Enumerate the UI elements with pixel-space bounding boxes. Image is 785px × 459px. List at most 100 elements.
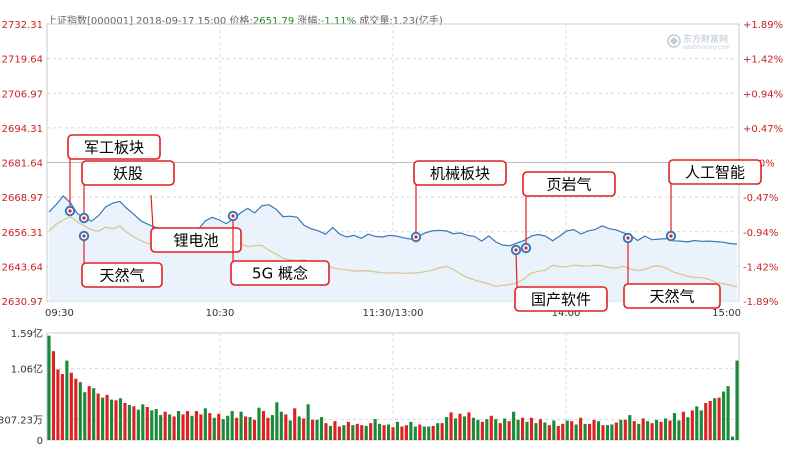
annotation-marker-dot [669, 234, 673, 238]
volume-bar [386, 424, 391, 440]
volume-bar [690, 410, 694, 440]
x-tick-label: 11:30/13:00 [362, 308, 423, 319]
volume-bar [614, 422, 618, 440]
volume-bar [163, 411, 167, 440]
volume-bar [431, 425, 435, 440]
volume-bar [83, 392, 87, 440]
volume-bar [364, 425, 368, 440]
volume-bar [74, 378, 78, 440]
x-tick-label: 09:30 [45, 308, 74, 319]
annotation-callout: 人工智能 [665, 159, 762, 242]
volume-bar [311, 419, 315, 440]
volume-bar [628, 415, 632, 440]
volume-bar [369, 423, 373, 440]
volume-bar [471, 417, 475, 440]
volume-bar [176, 411, 181, 440]
volume-bar [109, 399, 114, 440]
volume-bar [136, 409, 140, 440]
volume-bar [520, 417, 525, 440]
volume-bar [507, 421, 511, 440]
annotation-label: 人工智能 [685, 164, 745, 182]
volume-bar [159, 415, 163, 440]
volume-bar [391, 427, 395, 440]
volume-bar [561, 423, 565, 440]
header-volume-label: 成交量: [359, 14, 392, 27]
annotation-box [413, 160, 507, 186]
annotation-marker-dot [231, 214, 235, 218]
volume-bar [284, 414, 288, 440]
volume-bar [476, 419, 480, 440]
volume-bar [699, 410, 703, 440]
volume-bar [56, 369, 60, 440]
volume-bar [230, 411, 234, 440]
volume-tick-label: 1.59亿 [11, 327, 43, 340]
volume-bar [270, 415, 274, 440]
annotation-callout: 机械板块 [410, 160, 507, 243]
volume-bar [360, 425, 364, 440]
volume-bar [619, 419, 623, 440]
volume-bar [172, 416, 176, 440]
y-tick-label: 2668.97 [2, 193, 43, 204]
annotation-callout: 国产软件 [510, 244, 608, 312]
annotation-marker-dot [626, 236, 630, 240]
volume-bar [458, 413, 462, 440]
annotation-callout: 天然气 [622, 232, 721, 309]
volume-bar [221, 419, 225, 440]
x-tick-label: 15:00 [712, 308, 741, 319]
volume-bar [190, 415, 194, 440]
volume-bar [293, 408, 297, 440]
volume-bar [494, 419, 498, 440]
annotation-marker-dot [82, 234, 86, 238]
volume-bar [297, 416, 301, 440]
volume-bar [373, 419, 377, 440]
watermark-name: 东方财富网 [683, 33, 728, 45]
volume-bar [150, 410, 154, 440]
volume-bar [324, 423, 328, 440]
y-axis-left: 2732.31 2719.64 2706.97 2694.31 2681.64 2668.… [2, 20, 43, 308]
annotation-label: 天然气 [649, 288, 694, 306]
header-change-label: 涨幅: [297, 14, 320, 27]
volume-bar [342, 425, 346, 440]
annotation-connector [515, 249, 518, 288]
volume-bar [101, 397, 105, 440]
volume-bar [498, 423, 502, 440]
volume-bar [351, 425, 355, 440]
annotation-box [514, 286, 608, 312]
volume-bar [413, 426, 417, 440]
volume-bar [248, 417, 252, 440]
volume-bar [203, 408, 207, 440]
volume-bar [641, 418, 645, 440]
volume-bar [592, 419, 596, 440]
volume-bar [239, 411, 243, 440]
volume-bar [449, 412, 453, 440]
volume-bar [244, 416, 248, 440]
annotation-label: 机械板块 [430, 165, 490, 183]
volume-bar [288, 420, 292, 440]
volume-bar [579, 417, 583, 440]
volume-bar [132, 406, 136, 440]
annotation-box [67, 134, 161, 160]
volume-bar [382, 425, 386, 440]
volume-bar [668, 420, 672, 440]
annotation-label: 5G 概念 [252, 265, 308, 283]
volume-bar [60, 374, 64, 440]
y-tick-label: 2719.64 [2, 55, 43, 66]
volume-bar [378, 423, 382, 440]
volume-bar [226, 415, 230, 440]
volume-bar [333, 421, 337, 440]
volume-bar [529, 417, 534, 440]
volume-bar [445, 417, 449, 440]
volume-bar [512, 411, 516, 440]
volume-bar [686, 417, 690, 440]
annotation-box [522, 171, 616, 197]
y-pct-tick-label: -0.94% [743, 228, 778, 239]
volume-bar [194, 411, 198, 440]
volume-bar [78, 382, 82, 440]
volume-bar [404, 425, 408, 440]
annotation-callout: 页岩气 [520, 171, 616, 254]
volume-bar [552, 420, 556, 440]
volume-bar [217, 413, 221, 440]
y-pct-tick-label: +1.42% [743, 55, 783, 66]
y-tick-label: 2706.97 [2, 89, 43, 100]
